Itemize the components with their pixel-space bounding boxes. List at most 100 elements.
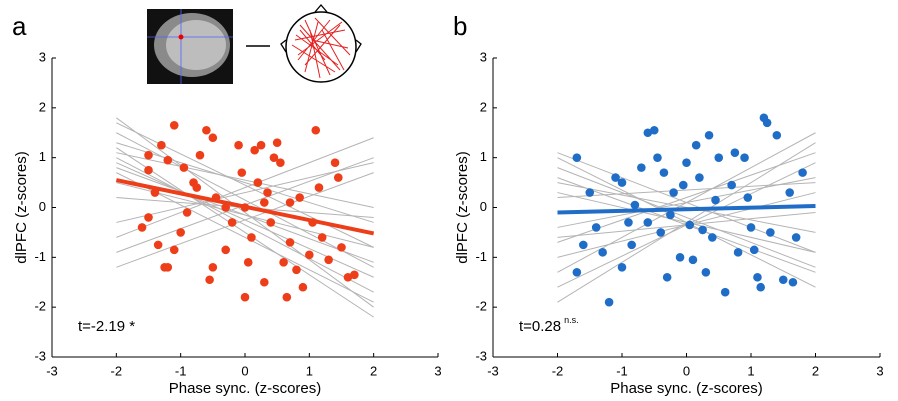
point <box>598 248 607 257</box>
stat-value: t=-2.19 * <box>78 318 135 335</box>
point <box>791 233 801 242</box>
point <box>221 203 230 212</box>
point <box>263 188 272 197</box>
x-tick-label: 2 <box>370 363 377 378</box>
point <box>137 223 147 232</box>
point <box>279 258 288 267</box>
point <box>269 153 279 162</box>
point <box>740 153 749 162</box>
point <box>659 168 669 177</box>
point <box>227 218 237 227</box>
point <box>685 220 695 230</box>
point <box>163 263 173 272</box>
point <box>276 158 285 167</box>
inset-images <box>147 4 362 84</box>
point <box>285 198 295 207</box>
subject-fit <box>116 132 374 268</box>
point <box>169 120 179 130</box>
point <box>637 163 646 172</box>
point <box>778 275 788 285</box>
y-axis-label: dlPFC (z-scores) <box>13 151 30 264</box>
subject-fit <box>116 172 374 268</box>
point <box>733 248 743 257</box>
point <box>305 250 314 260</box>
point <box>643 128 653 138</box>
point <box>202 125 211 135</box>
point <box>695 173 704 182</box>
y-tick-label: 2 <box>39 99 46 114</box>
point <box>282 292 292 302</box>
x-tick-label: 1 <box>306 363 313 378</box>
y-tick-label: -1 <box>34 249 46 264</box>
y-tick-label: 3 <box>39 49 46 64</box>
point <box>669 188 678 197</box>
point <box>579 240 588 250</box>
point <box>295 193 304 202</box>
y-axis-label: dlPFC (z-scores) <box>454 151 471 264</box>
point <box>292 265 301 275</box>
point <box>701 267 711 277</box>
point <box>711 195 720 205</box>
point <box>195 150 205 160</box>
subject-fit <box>116 162 374 223</box>
point <box>317 233 327 242</box>
point <box>756 282 765 292</box>
point <box>604 297 614 307</box>
point <box>192 183 202 192</box>
point <box>250 145 259 155</box>
point <box>743 193 753 202</box>
x-tick-label: 0 <box>241 363 248 378</box>
point <box>237 168 247 177</box>
group-fit <box>557 204 816 215</box>
stat-significance: n.s. <box>564 315 579 325</box>
point <box>144 165 153 175</box>
y-tick-label: -3 <box>475 348 487 363</box>
point <box>714 153 724 162</box>
subject-fit <box>116 122 374 248</box>
x-tick-label: -2 <box>111 363 123 378</box>
subject-fit <box>116 152 374 208</box>
point <box>675 253 685 262</box>
y-tick-label: -2 <box>475 299 487 314</box>
stat-annotation: t=-2.19 * <box>78 318 135 335</box>
point <box>260 277 269 287</box>
panel-label: a <box>12 11 27 41</box>
point <box>266 218 276 227</box>
point <box>585 188 595 197</box>
y-tick-label: -1 <box>475 249 487 264</box>
head-features <box>280 4 362 53</box>
point <box>730 148 740 157</box>
point <box>260 198 269 207</box>
x-tick-label: -1 <box>175 363 187 378</box>
point <box>591 223 601 232</box>
subject-fit <box>116 172 374 303</box>
subject-fit <box>116 142 374 223</box>
point <box>617 263 627 272</box>
y-tick-label: 1 <box>39 149 46 164</box>
point <box>572 153 582 162</box>
y-tick-label: 0 <box>39 199 46 214</box>
point <box>708 233 717 242</box>
point <box>153 240 163 250</box>
point <box>698 225 707 235</box>
x-tick-label: 0 <box>683 363 690 378</box>
point <box>243 258 253 267</box>
point <box>350 270 359 280</box>
point <box>691 140 701 150</box>
x-tick-label: -2 <box>552 363 564 378</box>
x-tick-label: 2 <box>812 363 819 378</box>
point <box>337 243 346 252</box>
point <box>314 183 324 192</box>
point <box>144 150 153 160</box>
point <box>333 173 343 182</box>
point <box>643 218 653 227</box>
point <box>656 228 665 237</box>
y-tick-label: -2 <box>34 299 46 314</box>
point <box>788 277 798 287</box>
point <box>688 255 698 265</box>
x-tick-label: -3 <box>46 363 58 378</box>
point <box>753 272 762 282</box>
point <box>572 267 582 277</box>
point <box>324 255 333 265</box>
